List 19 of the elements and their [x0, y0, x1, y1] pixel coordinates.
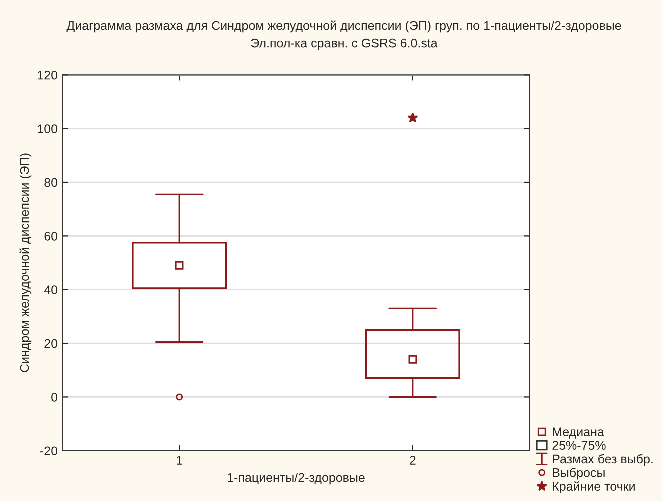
y-axis-title: Синдром желудочной диспепсии (ЭП): [20, 154, 32, 372]
legend-label: Крайние точки: [553, 482, 635, 494]
y-tick-label: 120: [38, 70, 58, 80]
y-tick-label: 80: [44, 178, 58, 188]
y-tick-label: 60: [44, 232, 58, 241]
x-tick-label: 2: [410, 456, 416, 465]
y-tick-label: -20: [40, 446, 58, 456]
text: 25%-75%: [552, 441, 606, 450]
y-tick-label: 20: [44, 339, 58, 348]
chart-title: Диаграмма размаха для Синдром желудочной диспепсии (ЭП) груп. по 1-пациенты/2-здоровые: [66, 20, 622, 33]
y-tick-label: 40: [44, 286, 58, 295]
x-tick-label: 1: [177, 456, 182, 465]
x-axis-title: 1-пациенты/2-здоровые: [228, 472, 365, 485]
text: Выбросы: [553, 468, 605, 480]
y-tick-label: 0: [52, 393, 58, 402]
chart-subtitle: Эл.пол-ка сравн. с GSRS 6.0.sta: [251, 38, 438, 50]
y-tick-label: 100: [38, 124, 58, 134]
text: Медиана: [553, 428, 604, 439]
text: Размах без выбр.: [553, 454, 653, 466]
